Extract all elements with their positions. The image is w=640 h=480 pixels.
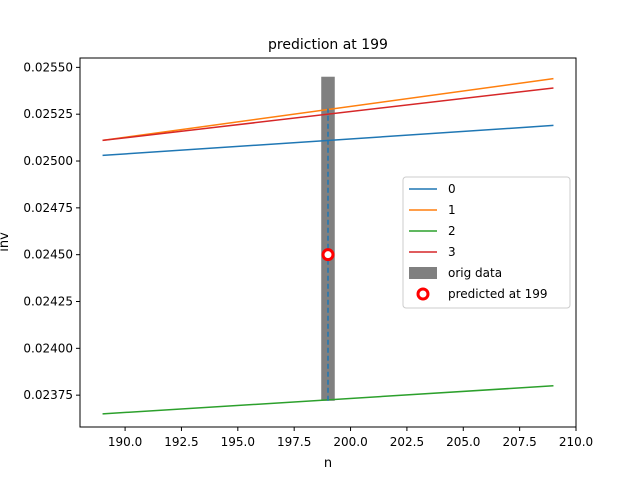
chart-title: prediction at 199 xyxy=(268,37,388,53)
predicted-point xyxy=(321,248,335,262)
y-axis: 0.02375 0.02400 0.02425 0.02450 0.02475 0.025… xyxy=(23,60,80,402)
x-tick-label: 195.0 xyxy=(221,435,255,449)
x-tick-label: 192.5 xyxy=(164,435,198,449)
x-axis-label: n xyxy=(324,456,332,471)
y-axis-label: inv xyxy=(0,232,12,252)
legend-box xyxy=(402,176,571,309)
axes-frame xyxy=(79,57,577,428)
y-tick-label: 0.02425 xyxy=(23,295,73,309)
x-axis: 190.0 192.5 195.0 197.5 200.0 202.5 205.0 207.5… xyxy=(108,427,593,449)
x-tick-label: 210.0 xyxy=(559,435,593,449)
legend: 0 1 2 3 orig data predicted at 199 xyxy=(402,176,571,309)
x-tick-label: 200.0 xyxy=(333,435,367,449)
legend-label-predicted: predicted at 199 xyxy=(448,287,548,301)
y-tick-label: 0.02550 xyxy=(23,60,73,74)
x-tick-label: 190.0 xyxy=(108,435,142,449)
x-tick-label: 197.5 xyxy=(277,435,311,449)
plot-area xyxy=(102,76,554,415)
y-tick-label: 0.02375 xyxy=(23,388,73,402)
legend-swatch-predicted xyxy=(416,287,430,301)
x-tick-label: 207.5 xyxy=(502,435,536,449)
series-line-3 xyxy=(102,87,554,142)
y-tick-label: 0.02525 xyxy=(23,107,73,121)
x-tick-label: 205.0 xyxy=(446,435,480,449)
legend-label-1: 1 xyxy=(448,203,456,217)
y-tick-label: 0.02475 xyxy=(23,201,73,215)
legend-label-2: 2 xyxy=(448,224,456,238)
y-tick-label: 0.02450 xyxy=(23,248,73,262)
y-tick-label: 0.02500 xyxy=(23,154,73,168)
legend-label-orig-data: orig data xyxy=(448,266,502,280)
legend-label-3: 3 xyxy=(448,245,456,259)
y-tick-label: 0.02400 xyxy=(23,341,73,355)
x-tick-label: 202.5 xyxy=(390,435,424,449)
legend-label-0: 0 xyxy=(448,182,456,196)
legend-swatch-orig-data xyxy=(409,267,437,279)
